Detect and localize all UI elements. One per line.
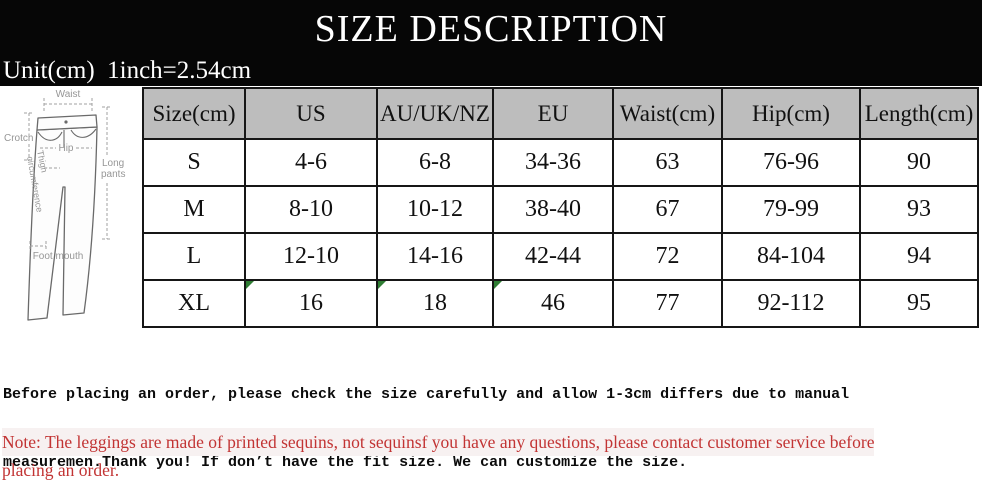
- table-cell: 4-6: [244, 138, 378, 187]
- table-row-xl: XL 16 18 46 77 92-112 95: [142, 279, 979, 328]
- waist-label: Waist: [56, 89, 81, 100]
- column-header-size: Size(cm): [142, 87, 246, 140]
- table-cell-flagged: 16: [244, 279, 378, 328]
- size-table: Size(cm) US AU/UK/NZ EU Waist(cm) Hip(cm…: [142, 87, 979, 328]
- table-cell: 84-104: [721, 232, 861, 281]
- table-cell: XL: [142, 279, 246, 328]
- table-cell: 94: [859, 232, 979, 281]
- table-cell: 42-44: [492, 232, 614, 281]
- thigh-label-line1: Thigh: [35, 149, 49, 173]
- column-header-eu: EU: [492, 87, 614, 140]
- table-cell-flagged: 18: [376, 279, 494, 328]
- table-cell: 14-16: [376, 232, 494, 281]
- column-header-au-uk-nz: AU/UK/NZ: [376, 87, 494, 140]
- table-header-row: Size(cm) US AU/UK/NZ EU Waist(cm) Hip(cm…: [142, 87, 979, 140]
- table-cell: 34-36: [492, 138, 614, 187]
- table-cell: 79-99: [721, 185, 861, 234]
- table-cell-flagged: 46: [492, 279, 614, 328]
- table-cell: 76-96: [721, 138, 861, 187]
- column-header-length: Length(cm): [859, 87, 979, 140]
- table-cell: 10-12: [376, 185, 494, 234]
- unit-note: Unit(cm) 1inch=2.54cm: [3, 57, 252, 84]
- table-cell: 12-10: [244, 232, 378, 281]
- hip-label: Hip: [58, 143, 73, 154]
- table-cell: 67: [612, 185, 723, 234]
- measurement-note-line1: Before placing an order, please check th…: [3, 386, 850, 403]
- table-cell: 93: [859, 185, 979, 234]
- long-pants-label-line2: pants: [101, 169, 125, 180]
- table-cell: 92-112: [721, 279, 861, 328]
- table-cell: 90: [859, 138, 979, 187]
- page-title: SIZE DESCRIPTION: [314, 8, 668, 50]
- crotch-label: Crotch: [4, 133, 33, 144]
- banner: SIZE DESCRIPTION Unit(cm) 1inch=2.54cm: [0, 0, 982, 86]
- table-row-l: L 12-10 14-16 42-44 72 84-104 94: [142, 232, 979, 281]
- table-cell: L: [142, 232, 246, 281]
- column-header-hip: Hip(cm): [721, 87, 861, 140]
- table-cell: S: [142, 138, 246, 187]
- table-cell: 72: [612, 232, 723, 281]
- sequins-note-line2: placing an order.: [2, 460, 120, 480]
- measurement-note: Before placing an order, please check th…: [3, 339, 973, 496]
- foot-mouth-label: Foot mouth: [33, 251, 84, 262]
- column-header-us: US: [244, 87, 378, 140]
- table-cell: 6-8: [376, 138, 494, 187]
- table-cell: 63: [612, 138, 723, 187]
- table-row-m: M 8-10 10-12 38-40 67 79-99 93: [142, 185, 979, 234]
- table-cell: 38-40: [492, 185, 614, 234]
- table-cell: 95: [859, 279, 979, 328]
- long-pants-label-line1: Long: [102, 158, 124, 169]
- measurement-note-line2: measuremen.Thank you! If don’t have the …: [3, 453, 688, 471]
- table-cell: M: [142, 185, 246, 234]
- pants-sketch-icon: Waist Crotch Hip Thigh circumference Lon…: [4, 89, 125, 321]
- pants-measurement-diagram: Waist Crotch Hip Thigh circumference Lon…: [0, 87, 143, 337]
- table-cell: 77: [612, 279, 723, 328]
- table-cell: 8-10: [244, 185, 378, 234]
- column-header-waist: Waist(cm): [612, 87, 723, 140]
- sequins-note: Note: The leggings are made of printed s…: [2, 428, 980, 484]
- sequins-note-line1: Note: The leggings are made of printed s…: [2, 428, 875, 456]
- table-row-s: S 4-6 6-8 34-36 63 76-96 90: [142, 138, 979, 187]
